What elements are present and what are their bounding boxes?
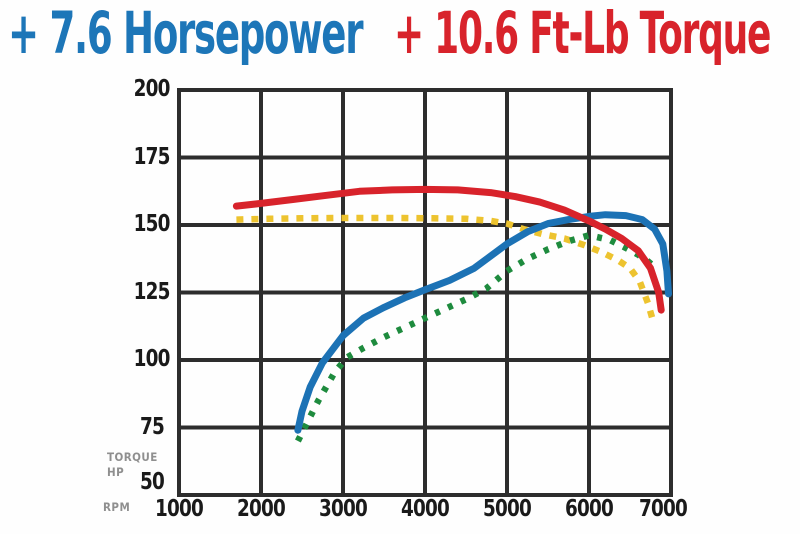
curve-blue-solid <box>294 211 672 434</box>
x-axis-tick-label: 5000 <box>483 496 532 522</box>
x-axis-tick-label: 7000 <box>639 496 688 522</box>
curve-green-dotted <box>295 232 657 443</box>
x-axis-tick-label: 4000 <box>401 496 450 522</box>
torque-axis-label: TORQUE <box>107 450 158 464</box>
y-axis-tick-label: 75 <box>139 413 165 440</box>
x-axis-tick-label: 6000 <box>565 496 614 522</box>
y-axis-tick-label: 50 <box>139 469 165 495</box>
x-axis-tick-label: 1000 <box>155 496 204 522</box>
rpm-axis-label: RPM <box>103 500 131 514</box>
y-axis-tick-label: 150 <box>133 211 171 237</box>
y-axis-tick-label: 200 <box>133 76 171 102</box>
x-axis-tick-label: 3000 <box>319 496 368 522</box>
hp-axis-label: HP <box>107 465 125 479</box>
curve-yellow-dotted <box>236 214 657 325</box>
x-axis-tick-label: 2000 <box>237 496 286 522</box>
curve-red-solid <box>232 185 665 314</box>
torque-gain-title: + 10.6 Ft-Lb Torque <box>394 0 771 67</box>
y-axis-tick-label: 100 <box>133 346 171 372</box>
y-axis-tick-label: 175 <box>133 143 171 170</box>
horsepower-gain-title: + 7.6 Horsepower <box>8 0 364 67</box>
y-axis-tick-label: 125 <box>133 278 171 305</box>
